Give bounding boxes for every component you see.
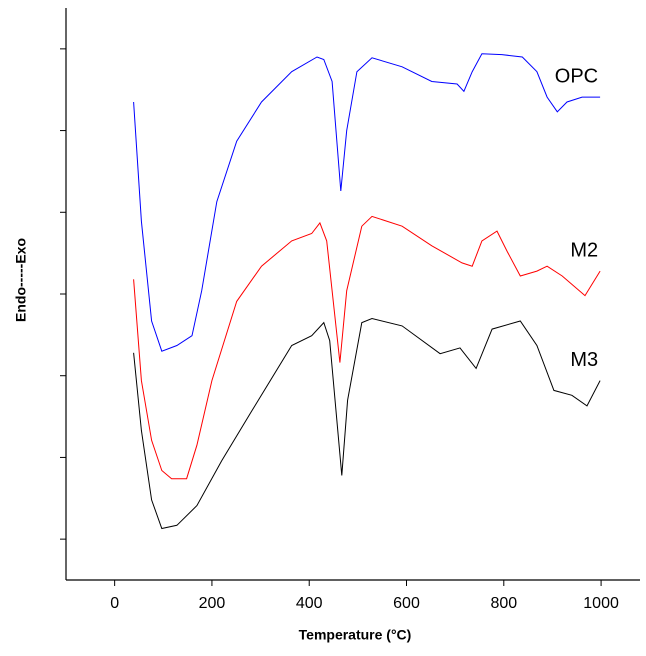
x-tick-label: 400	[296, 595, 323, 612]
y-axis-label: Endo-----Exo	[13, 238, 29, 322]
x-tick-label: 800	[490, 595, 517, 612]
x-tick-label: 200	[199, 595, 226, 612]
series-label: M2	[570, 239, 598, 261]
x-tick-label: 600	[393, 595, 420, 612]
series-label: OPC	[555, 65, 598, 87]
line	[133, 215, 601, 480]
x-tick-label: 1000	[583, 595, 619, 612]
series-label: M3	[570, 349, 598, 371]
x-tick-label: 0	[110, 595, 119, 612]
line	[133, 317, 601, 530]
line	[133, 53, 601, 352]
x-axis-label: Temperature (°C)	[299, 627, 412, 643]
